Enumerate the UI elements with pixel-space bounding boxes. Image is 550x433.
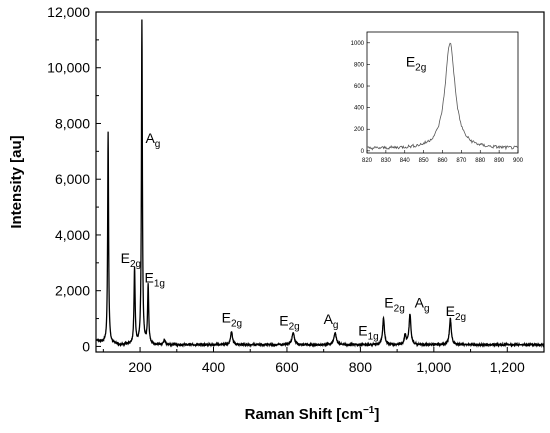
spectrum-line	[95, 19, 545, 348]
peak-annotation-subscript: 2g	[455, 312, 466, 323]
peak-annotation: E2g	[279, 313, 299, 333]
inset-y-tick-label: 1000	[351, 41, 365, 47]
main-plot-frame	[95, 11, 545, 353]
peak-annotation-base: E	[446, 303, 455, 319]
peak-annotation-subscript: 1g	[154, 278, 165, 289]
y-tick-label: 10,000	[47, 60, 90, 76]
inset-y-tick-label: 0	[361, 149, 365, 155]
x-axis-title-superscript: −1	[363, 405, 375, 416]
peak-annotation-subscript: 2g	[394, 303, 405, 314]
peak-annotation-subscript: 2g	[289, 322, 300, 333]
x-tick-label: 600	[275, 359, 299, 375]
x-axis-title: Raman Shift [cm−1]	[245, 405, 380, 423]
inset-y-tick-label: 400	[354, 106, 365, 112]
inset-x-tick-label: 860	[437, 158, 448, 164]
peak-annotation: E1g	[358, 322, 378, 342]
peak-annotation-base: E	[145, 269, 154, 285]
y-tick-label: 8,000	[55, 115, 90, 131]
peak-annotation: Ag	[415, 294, 430, 314]
peak-annotation: E2g	[446, 303, 466, 323]
inset-y-tick-label: 800	[354, 62, 365, 68]
inset-y-tick-label: 200	[354, 127, 365, 133]
inset-peak-annotation-subscript: 2g	[415, 63, 426, 74]
peak-annotation-subscript: 2g	[130, 259, 141, 270]
x-tick-label: 1,000	[416, 359, 451, 375]
inset-x-tick-label: 850	[419, 158, 430, 164]
peak-annotation-subscript: g	[155, 139, 161, 150]
inset-x-tick-label: 840	[400, 158, 411, 164]
inset-peak-annotation-base: E	[406, 54, 415, 70]
y-tick-label: 12,000	[47, 4, 90, 20]
inset-x-tick-label: 890	[494, 158, 505, 164]
y-tick-label: 4,000	[55, 227, 90, 243]
y-tick-label: 2,000	[55, 283, 90, 299]
peak-annotation: Ag	[145, 130, 160, 150]
inset-spectrum-line	[366, 42, 519, 151]
peak-annotation: E1g	[145, 269, 165, 289]
inset-x-tick-label: 900	[513, 158, 524, 164]
peak-annotation: Ag	[324, 311, 339, 331]
x-tick-label: 1,200	[490, 359, 525, 375]
inset-x-tick-label: 870	[456, 158, 467, 164]
x-axis-title-text: Raman Shift [cm	[245, 406, 363, 423]
inset-x-tick-label: 820	[362, 158, 373, 164]
peak-annotation-subscript: g	[424, 303, 430, 314]
inset-peak-annotation: E2g	[406, 54, 426, 74]
inset-y-tick-label: 600	[354, 84, 365, 90]
peak-annotation-base: A	[145, 130, 155, 146]
y-axis-title: Intensity [au]	[8, 135, 25, 228]
x-tick-label: 400	[202, 359, 226, 375]
peak-annotation-base: A	[415, 294, 425, 310]
inset-x-tick-label: 830	[381, 158, 392, 164]
peak-annotation-base: E	[222, 310, 231, 326]
peak-annotation-base: E	[121, 250, 130, 266]
inset-frame	[366, 31, 519, 154]
peak-annotation-base: E	[384, 294, 393, 310]
peak-annotation: E2g	[384, 294, 404, 314]
peak-annotation-subscript: 2g	[231, 319, 242, 330]
x-axis-title-end: ]	[374, 406, 379, 423]
peak-annotation-base: A	[324, 311, 334, 327]
y-tick-label: 6,000	[55, 171, 90, 187]
peak-annotation-base: E	[358, 322, 367, 338]
y-tick-label: 0	[82, 338, 90, 354]
x-tick-label: 800	[349, 359, 373, 375]
x-tick-label: 200	[128, 359, 152, 375]
peak-annotation-subscript: 1g	[368, 331, 379, 342]
inset-x-tick-label: 880	[475, 158, 486, 164]
peak-annotation-base: E	[279, 313, 288, 329]
peak-annotation: E2g	[222, 310, 242, 330]
peak-annotation: E2g	[121, 250, 141, 270]
peak-annotation-subscript: g	[333, 320, 339, 331]
